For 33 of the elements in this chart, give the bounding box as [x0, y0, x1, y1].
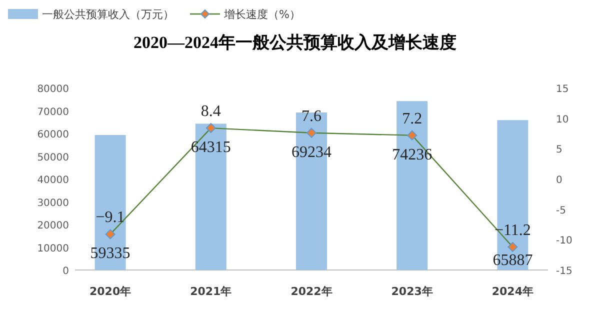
y2-tick-label: 5 — [556, 144, 562, 156]
x-tick-label: 2020年 — [89, 285, 132, 298]
y-tick-label: 20000 — [37, 220, 69, 232]
data-label: 64315 — [190, 139, 231, 156]
y-tick-label: 40000 — [37, 175, 69, 186]
chart-title: 2020—2024年一般公共预算收入及增长速度 — [134, 33, 456, 52]
data-label: 59335 — [90, 245, 130, 262]
legend-label: 增长速度（%） — [223, 8, 300, 21]
legend-label: 一般公共预算收入（万元） — [42, 8, 174, 21]
x-tick-label: 2022年 — [290, 285, 332, 298]
data-label: −9.1 — [96, 209, 125, 226]
y-tick-label: 10000 — [37, 243, 69, 254]
data-label: 69234 — [292, 144, 332, 161]
y-tick-label: 70000 — [37, 106, 69, 118]
y-tick-label: 60000 — [37, 130, 69, 140]
y2-tick-label: -10 — [556, 236, 572, 247]
y-tick-label: 0 — [62, 266, 69, 277]
x-tick-label: 2024年 — [492, 285, 534, 298]
data-label: 8.4 — [200, 103, 221, 120]
y-tick-label: 50000 — [37, 152, 69, 164]
y2-tick-label: -5 — [556, 205, 566, 216]
data-label: 65887 — [492, 252, 533, 269]
y2-tick-label: 10 — [556, 114, 569, 126]
data-label: 7.6 — [302, 108, 322, 125]
x-tick-label: 2021年 — [190, 285, 232, 298]
y2-tick-label: 15 — [556, 84, 569, 95]
x-tick-label: 2023年 — [391, 285, 433, 298]
y2-tick-label: 0 — [556, 175, 562, 186]
data-label: 7.2 — [402, 110, 422, 128]
y-tick-label: 80000 — [37, 84, 69, 95]
data-label: 74236 — [392, 146, 432, 164]
y2-tick-label: -15 — [556, 266, 572, 277]
y-tick-label: 30000 — [37, 198, 69, 209]
